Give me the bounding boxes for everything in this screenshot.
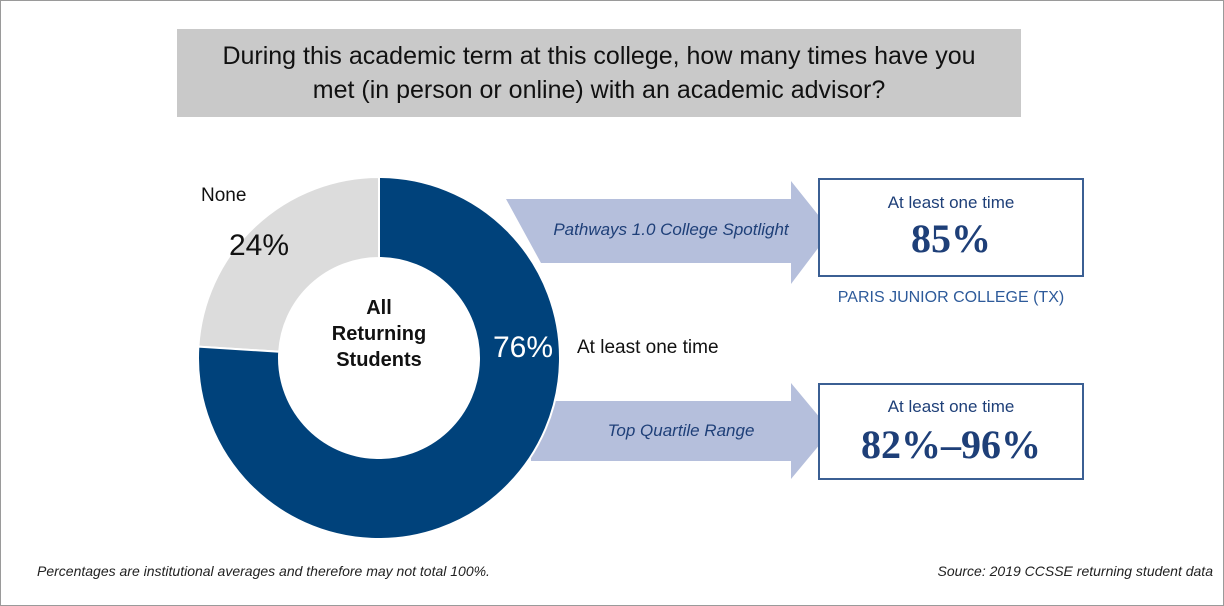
chart-title: During this academic term at this colleg… xyxy=(177,29,1021,117)
source: Source: 2019 CCSSE returning student dat… xyxy=(937,563,1213,579)
callout-box xyxy=(818,178,1084,277)
category-label: At least one time xyxy=(577,337,719,358)
box-value: 82%–96% xyxy=(861,422,1041,467)
caption: PARIS JUNIOR COLLEGE (TX) xyxy=(837,289,1065,306)
category-label: None xyxy=(201,185,247,206)
box-value: 85% xyxy=(911,216,991,261)
arrow-label: Pathways 1.0 College Spotlight xyxy=(553,220,789,239)
value-label: 24% xyxy=(229,229,290,262)
footnote: Percentages are institutional averages a… xyxy=(37,563,490,579)
callout-box xyxy=(818,383,1084,480)
donut-slice xyxy=(197,175,380,353)
donut-slice xyxy=(197,175,561,540)
arrow xyxy=(506,181,831,284)
box-label: At least one time xyxy=(887,397,1015,416)
value-label: 76% xyxy=(493,331,554,364)
center-label: All Returning Students xyxy=(331,297,427,371)
arrow xyxy=(531,383,831,479)
box-label: At least one time xyxy=(887,193,1015,212)
arrow-label: Top Quartile Range xyxy=(607,421,755,440)
